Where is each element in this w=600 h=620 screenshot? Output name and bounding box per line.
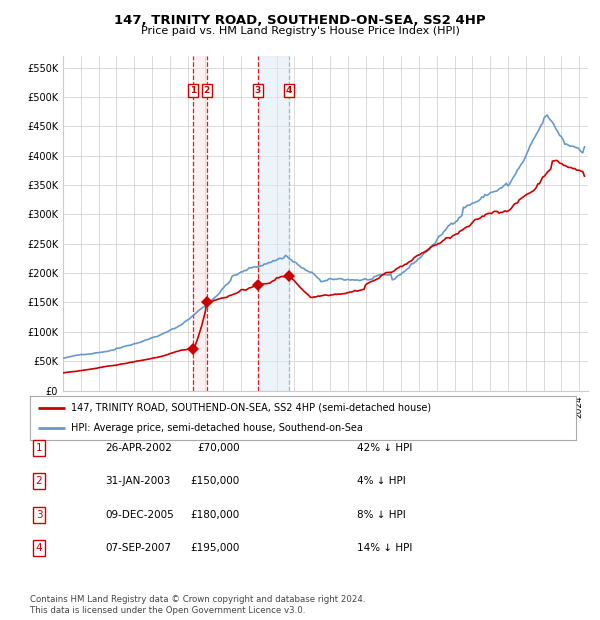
Text: 42% ↓ HPI: 42% ↓ HPI [357, 443, 412, 453]
Text: £150,000: £150,000 [191, 476, 240, 486]
Bar [193, 56, 207, 391]
Text: 3: 3 [254, 86, 261, 95]
Text: 26-APR-2002: 26-APR-2002 [105, 443, 172, 453]
Bar [257, 56, 289, 391]
Text: 4: 4 [35, 543, 43, 553]
Text: Contains HM Land Registry data © Crown copyright and database right 2024.
This d: Contains HM Land Registry data © Crown c… [30, 595, 365, 614]
Text: 1: 1 [35, 443, 43, 453]
Text: 09-DEC-2005: 09-DEC-2005 [105, 510, 174, 520]
Text: 147, TRINITY ROAD, SOUTHEND-ON-SEA, SS2 4HP (semi-detached house): 147, TRINITY ROAD, SOUTHEND-ON-SEA, SS2 … [71, 402, 431, 413]
Text: 147, TRINITY ROAD, SOUTHEND-ON-SEA, SS2 4HP: 147, TRINITY ROAD, SOUTHEND-ON-SEA, SS2 … [114, 14, 486, 27]
Text: 31-JAN-2003: 31-JAN-2003 [105, 476, 170, 486]
Text: 1: 1 [190, 86, 196, 95]
Text: 4: 4 [286, 86, 292, 95]
Text: 2: 2 [203, 86, 210, 95]
Text: HPI: Average price, semi-detached house, Southend-on-Sea: HPI: Average price, semi-detached house,… [71, 423, 363, 433]
Text: £180,000: £180,000 [191, 510, 240, 520]
Text: 07-SEP-2007: 07-SEP-2007 [105, 543, 171, 553]
Text: 2: 2 [35, 476, 43, 486]
Text: £70,000: £70,000 [197, 443, 240, 453]
Text: 14% ↓ HPI: 14% ↓ HPI [357, 543, 412, 553]
Text: £195,000: £195,000 [191, 543, 240, 553]
Text: 4% ↓ HPI: 4% ↓ HPI [357, 476, 406, 486]
Text: Price paid vs. HM Land Registry's House Price Index (HPI): Price paid vs. HM Land Registry's House … [140, 26, 460, 36]
Text: 8% ↓ HPI: 8% ↓ HPI [357, 510, 406, 520]
Text: 3: 3 [35, 510, 43, 520]
